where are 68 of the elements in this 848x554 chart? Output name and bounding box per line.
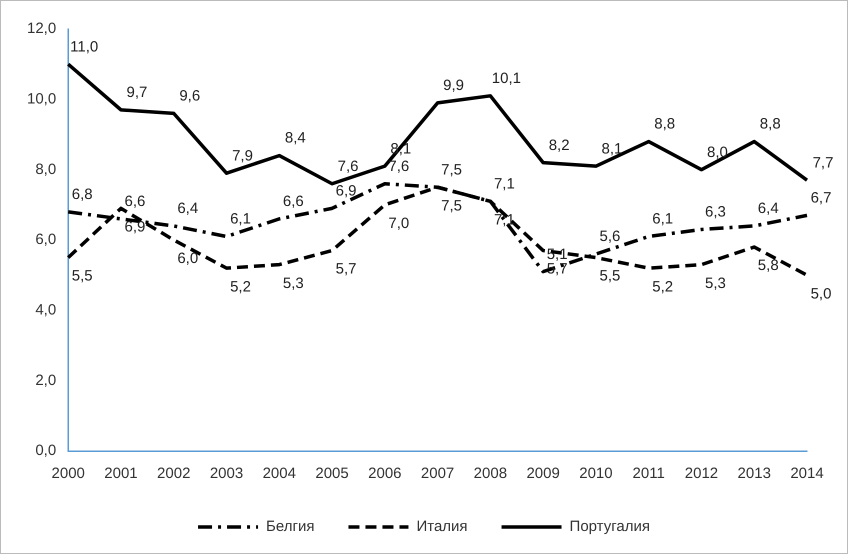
- data-label: 5,5: [72, 268, 93, 285]
- data-label: 5,3: [705, 274, 726, 292]
- data-label: 8,1: [601, 140, 622, 158]
- data-label: 7,0: [388, 214, 410, 232]
- data-label: 11,0: [70, 38, 98, 56]
- x-tick-label: 2000: [52, 465, 85, 482]
- data-label: 6,9: [124, 218, 146, 236]
- data-label: 5,2: [230, 278, 251, 296]
- data-label: 5,6: [599, 228, 620, 246]
- x-tick-label: 2012: [684, 465, 718, 482]
- data-label: 7,5: [441, 161, 462, 178]
- legend-label: Италия: [416, 518, 468, 536]
- data-label: 6,1: [230, 210, 251, 228]
- y-tick-label: 0,0: [35, 442, 56, 460]
- data-label: 9,7: [126, 84, 148, 102]
- x-tick-label: 2004: [262, 465, 296, 482]
- data-label: 5,3: [282, 274, 304, 292]
- data-label: 5,0: [810, 285, 832, 302]
- data-label: 7,6: [388, 158, 410, 175]
- legend-label: Белгия: [266, 518, 314, 536]
- x-tick-label: 2001: [104, 465, 138, 482]
- data-label: 6,4: [177, 200, 198, 218]
- x-tick-label: 2005: [315, 465, 349, 482]
- x-tick-label: 2008: [474, 465, 508, 482]
- x-tick-label: 2010: [579, 465, 613, 482]
- x-tick-label: 2006: [368, 465, 402, 482]
- data-label: 8,8: [760, 116, 781, 133]
- data-label: 6,6: [124, 193, 146, 210]
- y-tick-label: 4,0: [35, 301, 56, 318]
- data-label: 8,2: [548, 136, 570, 154]
- data-label: 10,1: [492, 70, 521, 87]
- data-label: 6,3: [705, 204, 726, 221]
- data-label: 9,6: [179, 88, 200, 105]
- data-label: 9,9: [443, 76, 464, 94]
- data-label: 7,9: [232, 147, 253, 164]
- data-label: 7,6: [338, 158, 358, 175]
- x-tick-label: 2007: [420, 465, 454, 482]
- x-tick-label: 2011: [632, 465, 665, 482]
- y-tick-label: 12,0: [26, 20, 56, 38]
- data-label: 7,5: [441, 197, 462, 214]
- data-label: 5,8: [758, 257, 779, 274]
- data-label: 8,0: [707, 144, 728, 161]
- x-tick-label: 2003: [210, 465, 244, 482]
- data-label: 7,7: [812, 154, 834, 172]
- data-label: 6,0: [177, 250, 198, 268]
- data-label: 5,1: [546, 246, 568, 263]
- y-tick-label: 6,0: [35, 231, 56, 248]
- data-label: 6,1: [652, 210, 674, 228]
- data-label: 7,1: [494, 175, 515, 192]
- data-label: 6,7: [810, 190, 832, 207]
- y-tick-label: 2,0: [35, 372, 56, 389]
- data-label: 8,8: [654, 116, 676, 133]
- data-label: 5,5: [599, 268, 620, 285]
- y-tick-label: 10,0: [26, 90, 56, 108]
- x-tick-label: 2014: [790, 465, 824, 482]
- data-label: 6,9: [336, 182, 356, 200]
- data-label: 6,4: [758, 200, 779, 218]
- data-label: 5,7: [546, 260, 568, 278]
- x-tick-label: 2002: [157, 465, 190, 482]
- data-label: 5,7: [336, 260, 356, 278]
- legend-label: Португалия: [570, 518, 650, 536]
- x-tick-label: 2009: [526, 465, 560, 482]
- data-label: 5,2: [652, 278, 674, 296]
- x-tick-label: 2013: [738, 465, 771, 482]
- y-tick-label: 8,0: [35, 160, 56, 178]
- data-label: 6,6: [282, 193, 304, 210]
- data-label: 6,8: [72, 186, 93, 204]
- data-label: 8,4: [284, 130, 306, 147]
